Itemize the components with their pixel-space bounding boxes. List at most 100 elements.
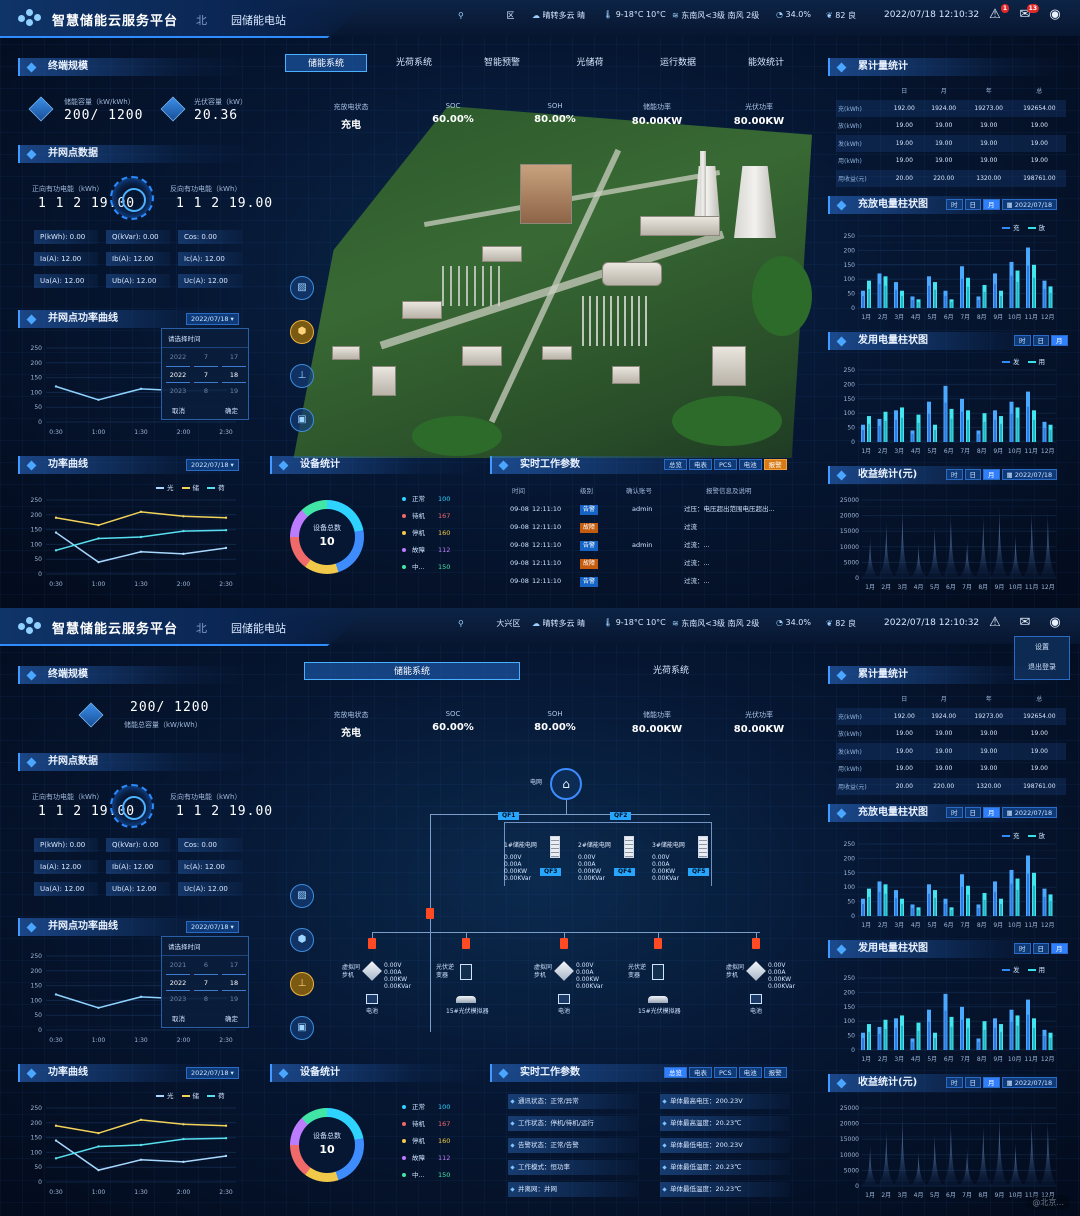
filter-chip[interactable]: 时 [1014,943,1031,954]
network-icon[interactable]: ⊥ [290,972,314,996]
filter-chip[interactable]: PCS [714,1067,737,1078]
qf-switch[interactable]: QF3 [540,868,562,876]
date-select[interactable]: ▦ 2022/07/18 [1001,469,1058,480]
tab-storage[interactable]: 储能系统 [304,662,520,680]
qf-switch[interactable]: QF4 [614,868,636,876]
filter-chip[interactable]: PCS [714,459,737,470]
picker-cancel-button[interactable]: 取消 [172,407,185,415]
picker-column[interactable]: 2022 2022 2023 [166,349,190,400]
tab-pv-load[interactable]: 光荷系统 [652,666,689,676]
filter-chip[interactable]: 日 [964,807,981,818]
picker-option[interactable]: 17 [229,353,239,361]
picker-option[interactable]: 6 [203,961,209,969]
picker-option[interactable]: 19 [229,995,239,1003]
picker-cancel-button[interactable]: 取消 [172,1015,185,1023]
alarm-message[interactable]: 过流 [684,523,697,531]
user-icon[interactable]: ◉ [1049,615,1061,630]
filter-chip[interactable]: 时 [946,1077,963,1088]
map-icon[interactable]: ▨ [290,276,314,300]
station-select[interactable]: 北 园储能电站 [196,620,286,636]
filter-chip[interactable]: 日 [964,1077,981,1088]
filter-chip[interactable]: 电表 [689,1067,712,1078]
date-picker[interactable]: 请选择时间 2021 2022 2023 6 7 8 17 18 19 取消 确定 [161,936,249,1028]
settings-menu-item[interactable]: 设置 [1035,643,1049,651]
date-select[interactable]: ▦ 2022/07/18 [1001,807,1058,818]
alarm-message[interactable]: 过流：... [684,541,710,549]
date-picker[interactable]: 请选择时间 2022 2022 2023 7 7 8 17 18 19 取消 确定 [161,328,249,420]
picker-column[interactable]: 17 18 19 [222,957,246,1008]
picker-option[interactable]: 2022 [166,366,190,383]
filter-chip[interactable]: 月 [983,1077,1000,1088]
filter-chip[interactable]: 报警 [763,1067,787,1078]
filter-chip[interactable]: 月 [1051,943,1068,954]
alarm-message[interactable]: 过流：... [684,559,710,567]
tab-energy-stats[interactable]: 能效统计 [747,58,784,68]
breaker[interactable] [654,938,662,949]
plant-3d-view[interactable] [252,46,828,458]
date-select[interactable]: ▦ 2022/07/18 [1001,199,1058,210]
picker-column[interactable]: 7 7 8 [194,349,218,400]
picker-option[interactable]: 7 [203,353,209,361]
picker-column[interactable]: 17 18 19 [222,349,246,400]
filter-chip[interactable]: 日 [964,199,981,210]
map-icon[interactable]: ▨ [290,884,314,908]
filter-chip[interactable]: 日 [964,469,981,480]
picker-option[interactable]: 8 [203,387,209,395]
tab-pv-storage-load[interactable]: 光储荷 [576,58,604,68]
tab-pv-load[interactable]: 光荷系统 [395,58,432,68]
tab-warning[interactable]: 智能预警 [483,58,520,68]
alarm-message[interactable]: 过流：... [684,577,710,585]
filter-chip[interactable]: 总览 [664,459,687,470]
filter-chip[interactable]: 时 [946,199,963,210]
breaker[interactable] [368,938,376,949]
picker-option[interactable]: 19 [229,387,239,395]
picker-option[interactable]: 7 [194,366,218,383]
grid-curve-date-select[interactable]: 2022/07/18 ▾ [186,921,239,933]
power-curve-date-select[interactable]: 2022/07/18 ▾ [186,459,239,471]
filter-chip[interactable]: 总览 [664,1067,687,1078]
user-icon[interactable]: ◉ [1049,7,1061,22]
picker-column[interactable]: 2021 2022 2023 [166,957,190,1008]
picker-option[interactable]: 2022 [169,353,187,361]
filter-chip[interactable]: 时 [946,807,963,818]
filter-chip[interactable]: 电表 [689,459,712,470]
network-icon[interactable]: ⊥ [290,364,314,388]
alarm-icon[interactable]: ⚠ 1 [989,4,1009,22]
filter-chip[interactable]: 月 [983,469,1000,480]
breaker[interactable] [752,938,760,949]
mail-icon[interactable]: ✉ 13 [1019,4,1039,22]
breaker[interactable] [560,938,568,949]
filter-chip[interactable]: 时 [1014,335,1031,346]
filter-chip[interactable]: 月 [1051,335,1068,346]
alarm-icon[interactable]: ⚠ [989,615,1001,630]
filter-chip[interactable]: 电池 [738,459,762,470]
qf2-switch[interactable]: QF2 [610,812,632,820]
main-breaker[interactable] [426,908,434,919]
picker-ok-button[interactable]: 确定 [225,1015,238,1023]
alarm-message[interactable]: 过压：电压超出范围电压超出... [684,505,775,513]
camera-icon[interactable]: ▣ [290,1016,314,1040]
filter-chip[interactable]: 报警 [763,459,787,470]
picker-option[interactable]: 17 [229,961,239,969]
cube-icon[interactable]: ⬢ [290,320,314,344]
breaker[interactable] [462,938,470,949]
mail-icon[interactable]: ✉ [1019,615,1031,630]
picker-option[interactable]: 8 [203,995,209,1003]
tab-operation-data[interactable]: 运行数据 [659,58,696,68]
filter-chip[interactable]: 电池 [738,1067,762,1078]
filter-chip[interactable]: 日 [1032,335,1049,346]
station-select[interactable]: 北 园储能电站 [196,12,286,28]
power-curve-date-select[interactable]: 2022/07/18 ▾ [186,1067,239,1079]
picker-option[interactable]: 2023 [169,387,187,395]
picker-option[interactable]: 2021 [169,961,187,969]
qf1-switch[interactable]: QF1 [498,812,520,820]
filter-chip[interactable]: 月 [983,199,1000,210]
filter-chip[interactable]: 日 [1032,943,1049,954]
picker-option[interactable]: 2022 [166,974,190,991]
filter-chip[interactable]: 月 [983,807,1000,818]
picker-option[interactable]: 2023 [169,995,187,1003]
tab-storage[interactable]: 储能系统 [285,54,367,72]
camera-icon[interactable]: ▣ [290,408,314,432]
picker-option[interactable]: 7 [194,974,218,991]
qf-switch[interactable]: QF5 [688,868,710,876]
